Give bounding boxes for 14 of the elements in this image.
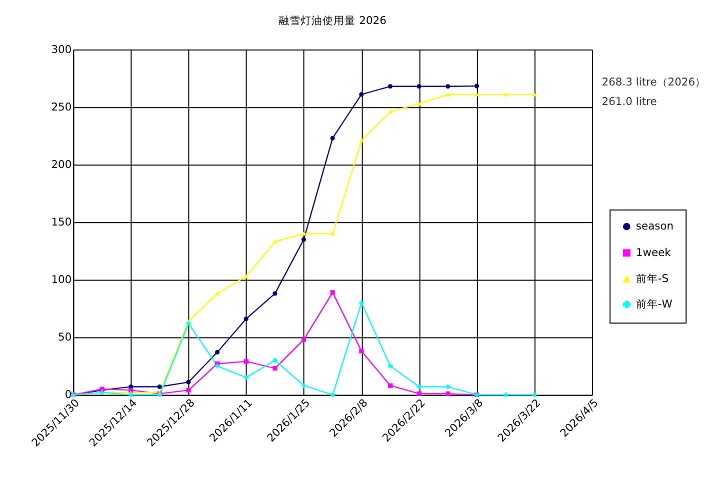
y-tick-label: 100 [51, 273, 72, 286]
y-tick-label: 0 [64, 388, 72, 402]
y-tick-label: 250 [51, 100, 72, 114]
chart-title: 融雪灯油使用量 2026 [278, 14, 387, 28]
legend-label: 前年-W [636, 298, 673, 311]
y-tick-label: 150 [51, 216, 72, 229]
legend-label: 前年-S [636, 272, 669, 286]
y-tick-label: 50 [58, 330, 72, 344]
legend-label: 1week [636, 246, 672, 259]
legend-label: season [636, 220, 674, 232]
text: 261.0 litre [602, 95, 658, 108]
text: 268.3 litre（2026） [602, 76, 706, 89]
y-tick-label: 300 [51, 42, 72, 56]
y-tick-label: 200 [51, 158, 72, 172]
